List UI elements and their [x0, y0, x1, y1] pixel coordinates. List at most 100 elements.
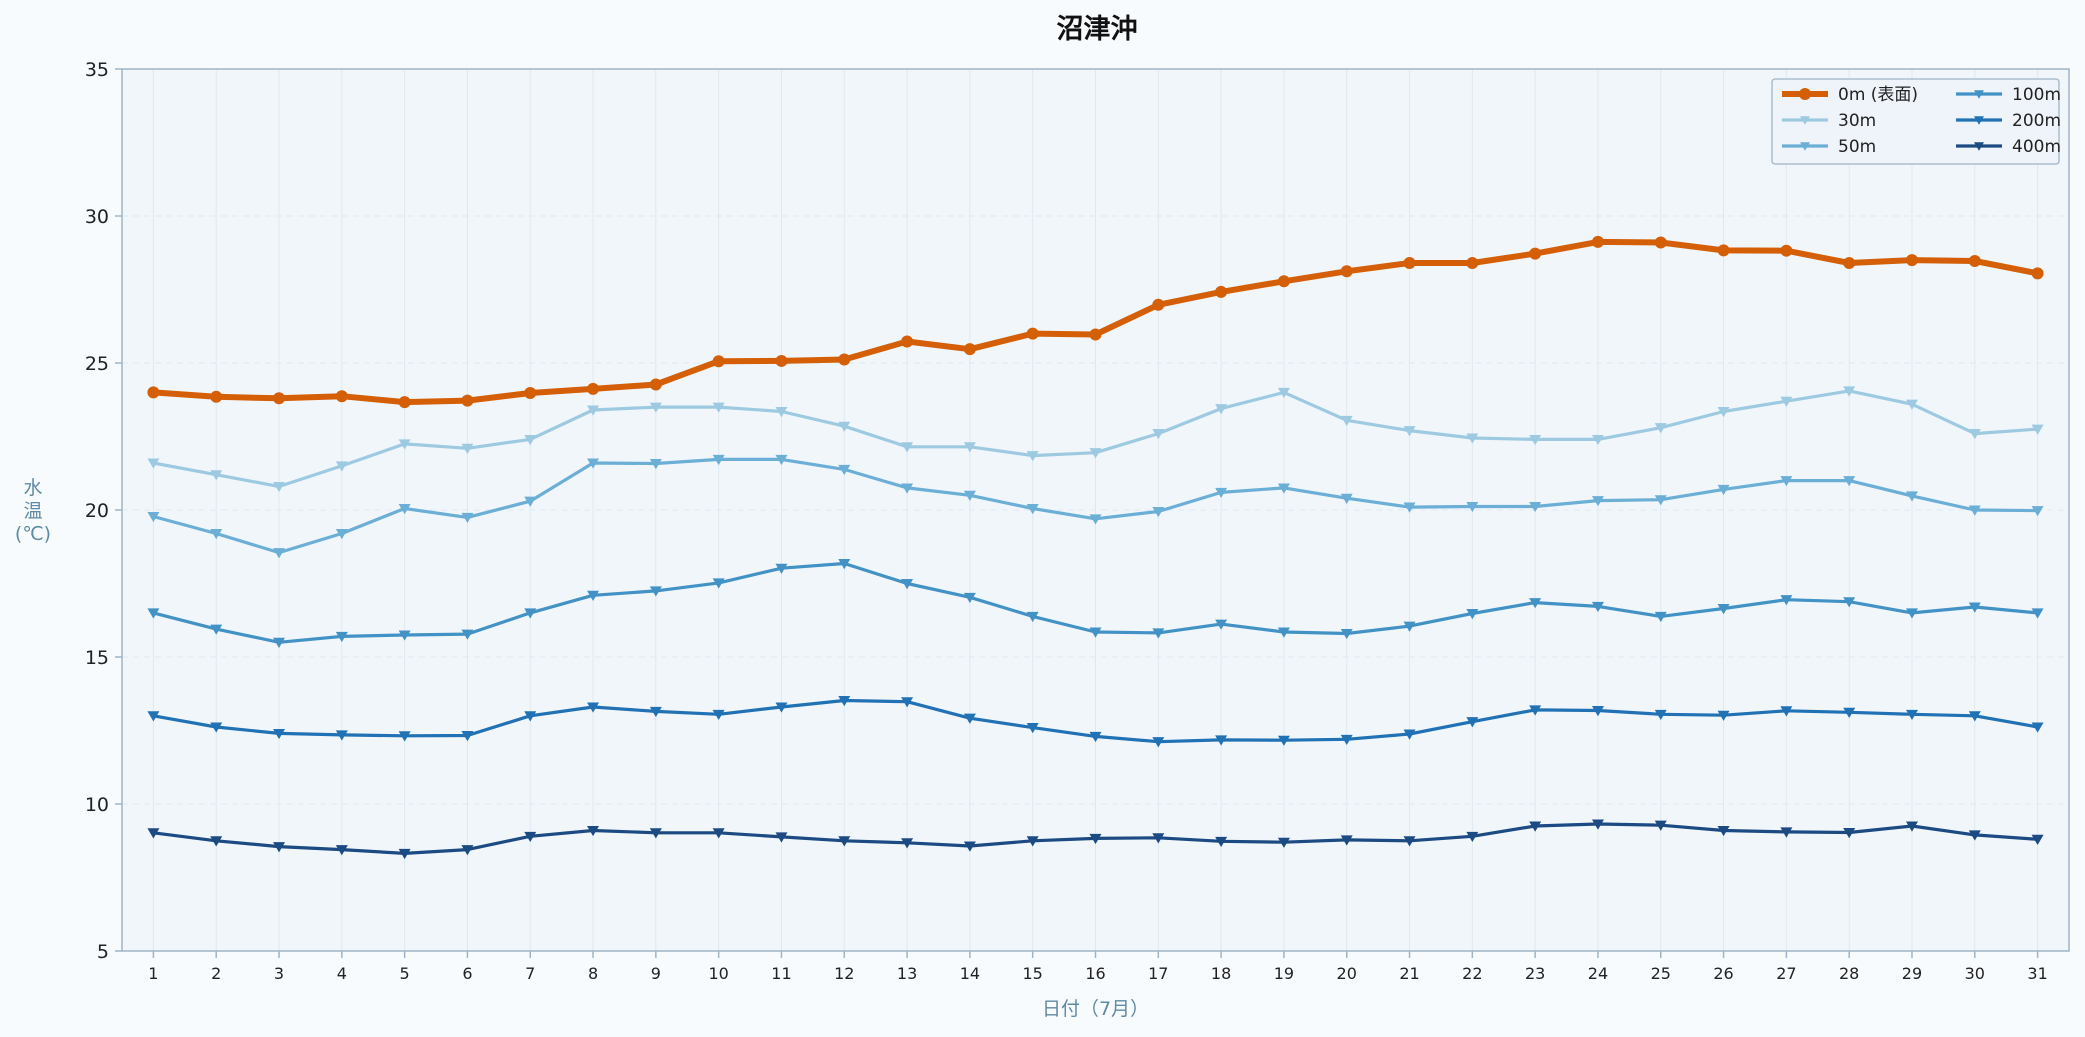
data-point — [1403, 621, 1416, 632]
data-point — [1843, 476, 1856, 487]
data-point — [1843, 597, 1856, 608]
data-point — [587, 825, 600, 837]
data-point — [901, 838, 914, 849]
data-point — [775, 832, 788, 843]
data-point — [1654, 611, 1667, 623]
data-point — [1026, 327, 1039, 340]
y-tick-label: 30 — [85, 206, 109, 228]
x-tick-label: 13 — [897, 964, 917, 983]
data-point — [1717, 825, 1730, 837]
legend-item: 50m — [1782, 137, 1876, 157]
data-point — [1717, 710, 1730, 721]
data-point — [147, 828, 160, 839]
data-point — [1466, 831, 1479, 843]
data-point — [1089, 627, 1102, 638]
x-tick-label: 16 — [1085, 964, 1105, 983]
data-point — [524, 831, 537, 843]
data-point — [147, 458, 160, 469]
data-point — [1340, 493, 1353, 504]
data-point — [461, 629, 474, 640]
data-point — [210, 722, 223, 733]
data-point — [1026, 611, 1039, 623]
data-point — [712, 454, 725, 466]
data-point — [1968, 429, 1981, 440]
legend-marker — [1974, 116, 1984, 125]
data-point — [1843, 257, 1856, 270]
data-point — [1591, 819, 1604, 830]
data-point — [1968, 830, 1981, 841]
data-point — [1780, 827, 1793, 838]
y-axis-label-line: 水 — [23, 477, 42, 499]
data-point — [775, 407, 788, 418]
data-point — [461, 512, 474, 524]
x-tick-label: 15 — [1023, 964, 1043, 983]
data-point — [963, 592, 976, 604]
x-tick-label: 3 — [274, 964, 284, 983]
data-point — [1780, 396, 1793, 407]
data-point — [1089, 448, 1102, 459]
data-point — [649, 828, 662, 839]
data-point — [1340, 265, 1353, 278]
data-point — [1277, 275, 1290, 288]
data-point — [1529, 501, 1542, 513]
data-point — [1905, 709, 1918, 721]
legend-label: 0m (表面) — [1838, 85, 1918, 105]
data-point — [398, 848, 411, 860]
data-point — [1905, 254, 1918, 267]
legend-item: 100m — [1956, 85, 2061, 105]
data-point — [1089, 731, 1102, 743]
y-axis-label-line: (℃) — [15, 523, 51, 545]
legend-marker — [1799, 88, 1811, 100]
data-point — [587, 405, 600, 416]
data-point — [1717, 244, 1730, 257]
data-point — [1215, 619, 1228, 630]
series-2 — [147, 386, 2044, 493]
data-point — [1466, 433, 1479, 444]
legend-label: 400m — [2012, 137, 2061, 157]
y-axis-label-line: 温 — [23, 500, 42, 522]
data-point — [1780, 476, 1793, 487]
data-point — [1968, 711, 1981, 722]
data-point — [335, 631, 348, 643]
data-point — [210, 390, 223, 403]
legend-marker — [1974, 142, 1984, 151]
data-point — [1591, 434, 1604, 446]
data-point — [1591, 496, 1604, 507]
data-point — [1529, 247, 1542, 260]
data-point — [1403, 729, 1416, 740]
data-point — [838, 559, 851, 570]
data-point — [587, 458, 600, 469]
data-point — [147, 608, 160, 619]
data-point — [963, 713, 976, 724]
data-point — [587, 590, 600, 601]
data-point — [524, 711, 537, 722]
data-point — [1215, 836, 1228, 848]
data-point — [1843, 828, 1856, 839]
legend-marker — [1800, 142, 1810, 151]
x-tick-label: 19 — [1274, 964, 1294, 983]
legend-item: 30m — [1782, 111, 1876, 131]
x-tick-label: 30 — [1965, 964, 1985, 983]
data-point — [1466, 717, 1479, 728]
data-point — [1591, 235, 1604, 248]
x-axis-label: 日付（7月） — [1042, 998, 1149, 1020]
data-point — [963, 490, 976, 501]
data-point — [1089, 833, 1102, 845]
x-tick-label: 31 — [2027, 964, 2047, 983]
data-point — [1717, 484, 1730, 496]
data-point — [901, 335, 914, 348]
data-point — [1466, 608, 1479, 620]
x-tick-label: 28 — [1839, 964, 1859, 983]
data-point — [775, 354, 788, 367]
data-point — [1529, 434, 1542, 446]
data-point — [335, 461, 348, 472]
data-point — [398, 630, 411, 641]
x-tick-label: 14 — [960, 964, 980, 983]
data-point — [901, 483, 914, 494]
legend-item: 200m — [1956, 111, 2061, 131]
x-tick-label: 12 — [834, 964, 854, 983]
data-point — [398, 396, 411, 409]
x-tick-label: 10 — [708, 964, 728, 983]
